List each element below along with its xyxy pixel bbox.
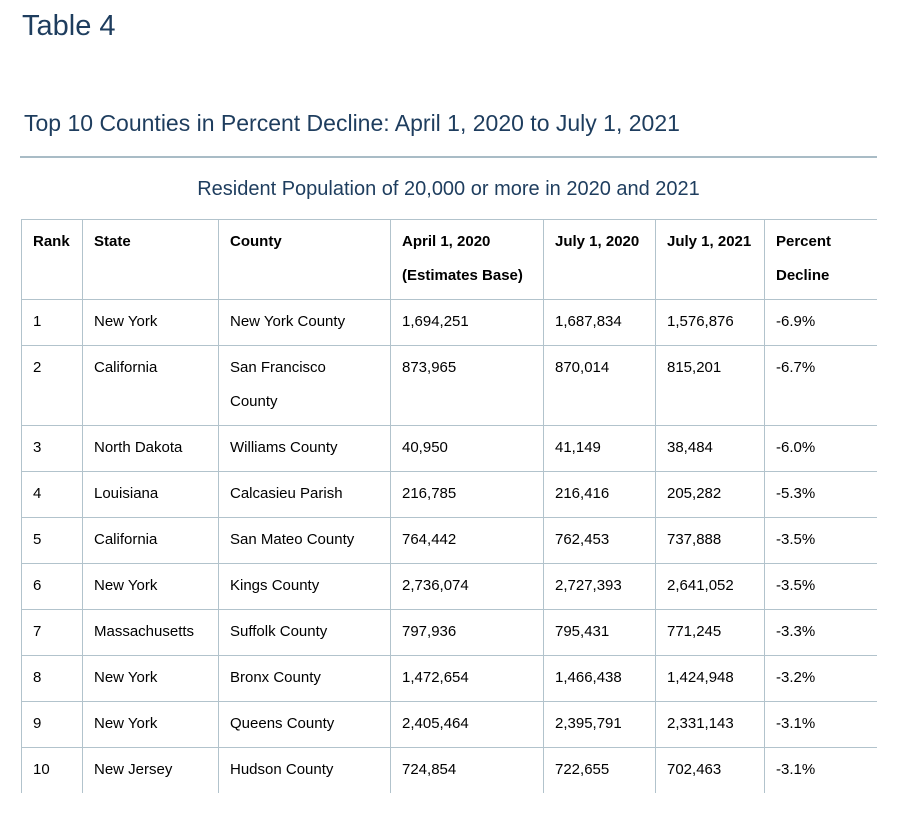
cell-july-2020: 1,466,438 bbox=[543, 655, 655, 701]
divider bbox=[20, 156, 877, 158]
column-header-july-2021: July 1, 2021 bbox=[655, 219, 764, 299]
cell-july-2021: 771,245 bbox=[655, 609, 764, 655]
cell-july-2020: 762,453 bbox=[543, 517, 655, 563]
cell-july-2021: 205,282 bbox=[655, 471, 764, 517]
cell-state: New York bbox=[82, 701, 218, 747]
cell-july-2021: 1,424,948 bbox=[655, 655, 764, 701]
cell-county: Queens County bbox=[218, 701, 390, 747]
cell-april-2020: 1,472,654 bbox=[390, 655, 543, 701]
cell-april-2020: 2,736,074 bbox=[390, 563, 543, 609]
cell-percent-decline: -6.0% bbox=[764, 425, 877, 471]
cell-percent-decline: -6.7% bbox=[764, 345, 877, 425]
cell-rank: 9 bbox=[21, 701, 82, 747]
cell-april-2020: 724,854 bbox=[390, 747, 543, 793]
cell-rank: 1 bbox=[21, 299, 82, 345]
cell-april-2020: 764,442 bbox=[390, 517, 543, 563]
cell-percent-decline: -3.3% bbox=[764, 609, 877, 655]
cell-state: Louisiana bbox=[82, 471, 218, 517]
cell-county: Kings County bbox=[218, 563, 390, 609]
column-header-state: State bbox=[82, 219, 218, 299]
table-row: 4 Louisiana Calcasieu Parish 216,785 216… bbox=[21, 471, 877, 517]
column-header-percent-decline: Percent Decline bbox=[764, 219, 877, 299]
header-row: Rank State County April 1, 2020 (Estimat… bbox=[21, 219, 877, 299]
column-header-april-2020: April 1, 2020 (Estimates Base) bbox=[390, 219, 543, 299]
cell-july-2020: 2,395,791 bbox=[543, 701, 655, 747]
column-header-county: County bbox=[218, 219, 390, 299]
cell-july-2021: 815,201 bbox=[655, 345, 764, 425]
cell-july-2021: 2,641,052 bbox=[655, 563, 764, 609]
page: Table 4 Top 10 Counties in Percent Decli… bbox=[0, 9, 898, 824]
table-row: 2 California San Francisco County 873,96… bbox=[21, 345, 877, 425]
cell-rank: 4 bbox=[21, 471, 82, 517]
cell-july-2020: 722,655 bbox=[543, 747, 655, 793]
cell-july-2020: 41,149 bbox=[543, 425, 655, 471]
cell-rank: 8 bbox=[21, 655, 82, 701]
column-header-july-2020: July 1, 2020 bbox=[543, 219, 655, 299]
cell-percent-decline: -3.2% bbox=[764, 655, 877, 701]
data-table: Rank State County April 1, 2020 (Estimat… bbox=[21, 219, 877, 793]
table-subheading: Resident Population of 20,000 or more in… bbox=[197, 178, 700, 200]
cell-rank: 5 bbox=[21, 517, 82, 563]
cell-state: Massachusetts bbox=[82, 609, 218, 655]
cell-rank: 6 bbox=[21, 563, 82, 609]
cell-april-2020: 216,785 bbox=[390, 471, 543, 517]
cell-july-2020: 1,687,834 bbox=[543, 299, 655, 345]
cell-county: San Mateo County bbox=[218, 517, 390, 563]
cell-county: San Francisco County bbox=[218, 345, 390, 425]
table-row: 9 New York Queens County 2,405,464 2,395… bbox=[21, 701, 877, 747]
table-row: 10 New Jersey Hudson County 724,854 722,… bbox=[21, 747, 877, 793]
column-header-rank: Rank bbox=[21, 219, 82, 299]
cell-rank: 10 bbox=[21, 747, 82, 793]
cell-rank: 7 bbox=[21, 609, 82, 655]
cell-county: Suffolk County bbox=[218, 609, 390, 655]
table-row: 6 New York Kings County 2,736,074 2,727,… bbox=[21, 563, 877, 609]
cell-state: California bbox=[82, 345, 218, 425]
cell-july-2020: 795,431 bbox=[543, 609, 655, 655]
cell-july-2021: 1,576,876 bbox=[655, 299, 764, 345]
cell-april-2020: 1,694,251 bbox=[390, 299, 543, 345]
cell-april-2020: 797,936 bbox=[390, 609, 543, 655]
cell-july-2020: 870,014 bbox=[543, 345, 655, 425]
cell-july-2021: 38,484 bbox=[655, 425, 764, 471]
page-title: Table 4 bbox=[22, 10, 116, 42]
cell-percent-decline: -3.1% bbox=[764, 701, 877, 747]
cell-july-2021: 737,888 bbox=[655, 517, 764, 563]
table-heading: Top 10 Counties in Percent Decline: Apri… bbox=[24, 110, 680, 136]
cell-percent-decline: -5.3% bbox=[764, 471, 877, 517]
cell-state: North Dakota bbox=[82, 425, 218, 471]
table-row: 3 North Dakota Williams County 40,950 41… bbox=[21, 425, 877, 471]
cell-july-2020: 216,416 bbox=[543, 471, 655, 517]
cell-percent-decline: -3.5% bbox=[764, 517, 877, 563]
cell-april-2020: 873,965 bbox=[390, 345, 543, 425]
cell-april-2020: 40,950 bbox=[390, 425, 543, 471]
cell-state: California bbox=[82, 517, 218, 563]
cell-state: New York bbox=[82, 563, 218, 609]
cell-state: New York bbox=[82, 299, 218, 345]
cell-percent-decline: -3.1% bbox=[764, 747, 877, 793]
cell-county: Calcasieu Parish bbox=[218, 471, 390, 517]
cell-state: New York bbox=[82, 655, 218, 701]
cell-county: Williams County bbox=[218, 425, 390, 471]
cell-rank: 2 bbox=[21, 345, 82, 425]
table-row: 1 New York New York County 1,694,251 1,6… bbox=[21, 299, 877, 345]
cell-county: Hudson County bbox=[218, 747, 390, 793]
table-row: 7 Massachusetts Suffolk County 797,936 7… bbox=[21, 609, 877, 655]
cell-july-2021: 702,463 bbox=[655, 747, 764, 793]
cell-july-2021: 2,331,143 bbox=[655, 701, 764, 747]
cell-july-2020: 2,727,393 bbox=[543, 563, 655, 609]
cell-april-2020: 2,405,464 bbox=[390, 701, 543, 747]
cell-rank: 3 bbox=[21, 425, 82, 471]
cell-state: New Jersey bbox=[82, 747, 218, 793]
table-row: 8 New York Bronx County 1,472,654 1,466,… bbox=[21, 655, 877, 701]
table-row: 5 California San Mateo County 764,442 76… bbox=[21, 517, 877, 563]
cell-percent-decline: -3.5% bbox=[764, 563, 877, 609]
cell-county: New York County bbox=[218, 299, 390, 345]
cell-percent-decline: -6.9% bbox=[764, 299, 877, 345]
cell-county: Bronx County bbox=[218, 655, 390, 701]
